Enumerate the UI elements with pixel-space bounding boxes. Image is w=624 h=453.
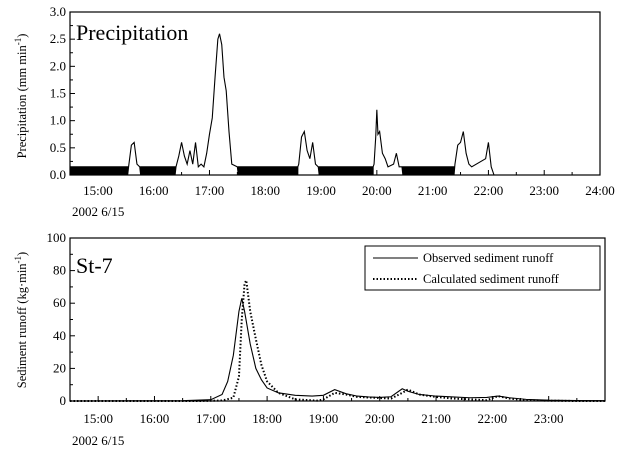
sediment-legend: Observed sediment runoff Calculated sedi… — [364, 245, 601, 291]
sediment-panel-title: St-7 — [76, 253, 113, 278]
sediment-x-tick-label: 16:00 — [140, 411, 170, 426]
precip-y-tick-label: 0.0 — [50, 167, 66, 182]
precipitation-panel: 0.0 0.5 1.0 1.5 2.0 2.5 3.0 15:00 16:00 17:00 18:… — [13, 4, 615, 219]
sediment-panel: 0 20 40 60 80 100 15:00 16:00 17:00 18:00 19:00 20… — [13, 230, 606, 448]
precip-x-tick-label: 17:00 — [195, 183, 225, 198]
precip-y-tick-label: 3.0 — [50, 4, 66, 19]
sediment-x-tick-label: 19:00 — [309, 411, 339, 426]
precip-y-tick-label: 2.0 — [50, 58, 66, 73]
precip-series-line-precipitation — [69, 33, 495, 176]
precip-x-tick-label: 19:00 — [306, 183, 336, 198]
sediment-x-tick-label: 23:00 — [534, 411, 564, 426]
precip-y-tick-label: 1.5 — [50, 86, 66, 101]
precip-x-tick-label: 16:00 — [139, 183, 169, 198]
precip-x-tick-label: 24:00 — [585, 183, 615, 198]
precip-x-tick-label: 23:00 — [529, 183, 559, 198]
sediment-date-label: 2002 6/15 — [72, 433, 124, 448]
sediment-series-group — [69, 277, 606, 402]
sediment-y-tick-label: 80 — [53, 263, 66, 278]
precip-x-tick-label: 21:00 — [418, 183, 448, 198]
sediment-y-tick-label: 40 — [53, 328, 66, 343]
sediment-ylabel-sup: -1 — [13, 256, 23, 264]
sediment-x-tick-label: 15:00 — [83, 411, 113, 426]
precip-ylabel-close: ) — [15, 34, 29, 38]
sediment-y-axis-label: Sediment runoff (kg·min-1) — [13, 252, 29, 388]
precip-x-tick-label: 18:00 — [250, 183, 280, 198]
sediment-ylabel-main: Sediment runoff (kg·min — [15, 263, 29, 388]
sediment-y-axis: 0 20 40 60 80 100 — [47, 230, 75, 408]
sediment-y-tick-label: 20 — [53, 360, 66, 375]
precip-ylabel-main: Precipitation (mm min — [15, 45, 29, 159]
precip-y-tick-label: 2.5 — [50, 31, 66, 46]
sediment-y-tick-label: 60 — [53, 295, 66, 310]
precip-ylabel-sup: -1 — [13, 38, 23, 46]
legend-observed-label: Observed sediment runoff — [423, 251, 554, 265]
sediment-x-tick-label: 20:00 — [365, 411, 395, 426]
precip-y-axis: 0.0 0.5 1.0 1.5 2.0 2.5 3.0 — [50, 4, 75, 182]
sediment-y-tick-label: 0 — [60, 393, 67, 408]
sediment-series-line-calculated — [70, 277, 605, 402]
sediment-x-tick-label: 21:00 — [421, 411, 451, 426]
legend-calculated-label: Calculated sediment runoff — [423, 272, 560, 286]
precip-x-tick-label: 22:00 — [474, 183, 504, 198]
sediment-x-tick-label: 17:00 — [196, 411, 226, 426]
precip-y-axis-label: Precipitation (mm min-1) — [13, 34, 29, 159]
precip-date-label: 2002 6/15 — [72, 204, 124, 219]
precip-x-tick-label: 15:00 — [83, 183, 113, 198]
precip-series-group — [69, 33, 495, 176]
precip-y-tick-label: 0.5 — [50, 140, 66, 155]
sediment-series-line-observed — [69, 298, 606, 402]
precip-panel-title: Precipitation — [76, 20, 188, 45]
precip-x-tick-label: 20:00 — [362, 183, 392, 198]
sediment-x-tick-label: 22:00 — [478, 411, 508, 426]
sediment-x-axis: 15:00 16:00 17:00 18:00 19:00 20:00 21:00 22:00… — [69, 396, 578, 426]
sediment-ylabel-close: ) — [15, 252, 29, 256]
precip-y-tick-label: 1.0 — [50, 113, 66, 128]
sediment-x-tick-label: 18:00 — [252, 411, 282, 426]
legend-box — [364, 245, 601, 291]
sediment-y-tick-label: 100 — [47, 230, 67, 245]
